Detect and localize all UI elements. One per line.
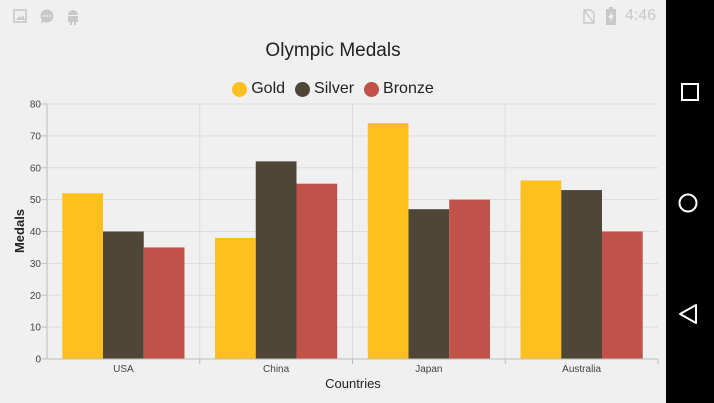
status-clock: 4:46	[624, 7, 656, 24]
bar-bronze-japan[interactable]	[449, 199, 490, 359]
home-circle-icon	[678, 193, 698, 213]
legend-swatch-gold	[232, 81, 248, 97]
legend-swatch-bronze	[364, 81, 380, 97]
chart-axes: 0 10 20 30 40 50 60 70 80 USA China Japan Australia	[30, 100, 659, 375]
y-tick-label: 30	[30, 259, 42, 270]
bar-gold-australia[interactable]	[520, 180, 562, 360]
legend-label-gold: Gold	[251, 80, 286, 97]
image-icon	[13, 9, 27, 23]
battery-charging-icon	[606, 7, 616, 25]
x-tick-label: USA	[113, 364, 134, 375]
chart-legend: Gold Silver Bronze	[0, 78, 666, 100]
bar-bronze-australia[interactable]	[601, 231, 643, 360]
x-tick-label: Japan	[415, 364, 442, 375]
bar-silver-japan[interactable]	[408, 209, 450, 359]
x-tick-label: China	[263, 364, 290, 375]
legend-item-bronze[interactable]: Bronze	[364, 80, 434, 98]
bar-bronze-china[interactable]	[296, 183, 338, 359]
app-screen: 4:46 Olympic Medals Gold Silver Bronze 0…	[0, 0, 666, 403]
y-tick-label: 70	[30, 131, 42, 142]
legend-swatch-silver	[295, 81, 311, 97]
y-tick-label: 60	[30, 163, 42, 174]
legend-label-bronze: Bronze	[383, 80, 434, 97]
x-axis-title: Countries	[325, 376, 381, 391]
chat-bubble-icon	[40, 9, 54, 24]
y-tick-label: 80	[30, 100, 42, 111]
recents-square-icon	[681, 83, 699, 101]
bar-silver-australia[interactable]	[561, 190, 602, 359]
back-button[interactable]	[666, 290, 714, 338]
legend-item-gold[interactable]: Gold	[232, 80, 285, 98]
legend-label-silver: Silver	[314, 80, 355, 97]
y-tick-label: 20	[30, 291, 42, 302]
y-tick-label: 10	[30, 323, 42, 334]
bar-gold-japan[interactable]	[367, 123, 409, 359]
y-axis-title: Medals	[12, 209, 27, 253]
y-tick-label: 0	[35, 355, 41, 366]
status-bar: 4:46	[0, 0, 666, 33]
bar-bronze-usa[interactable]	[143, 247, 185, 359]
chart-bars	[62, 123, 643, 360]
bar-gold-usa[interactable]	[62, 193, 104, 359]
x-tick-label: Australia	[562, 364, 601, 375]
bar-silver-china[interactable]	[255, 161, 297, 359]
y-tick-label: 40	[30, 227, 42, 238]
y-tick-label: 50	[30, 195, 42, 206]
bar-gold-china[interactable]	[215, 237, 256, 359]
home-button[interactable]	[666, 179, 714, 227]
no-sim-icon	[583, 9, 595, 24]
android-icon	[68, 10, 78, 25]
navigation-bar	[666, 0, 714, 403]
bar-silver-usa[interactable]	[103, 231, 144, 360]
recents-button[interactable]	[666, 68, 714, 116]
back-triangle-icon	[679, 304, 697, 324]
chart-title: Olympic Medals	[265, 40, 401, 61]
legend-item-silver[interactable]: Silver	[295, 80, 354, 98]
